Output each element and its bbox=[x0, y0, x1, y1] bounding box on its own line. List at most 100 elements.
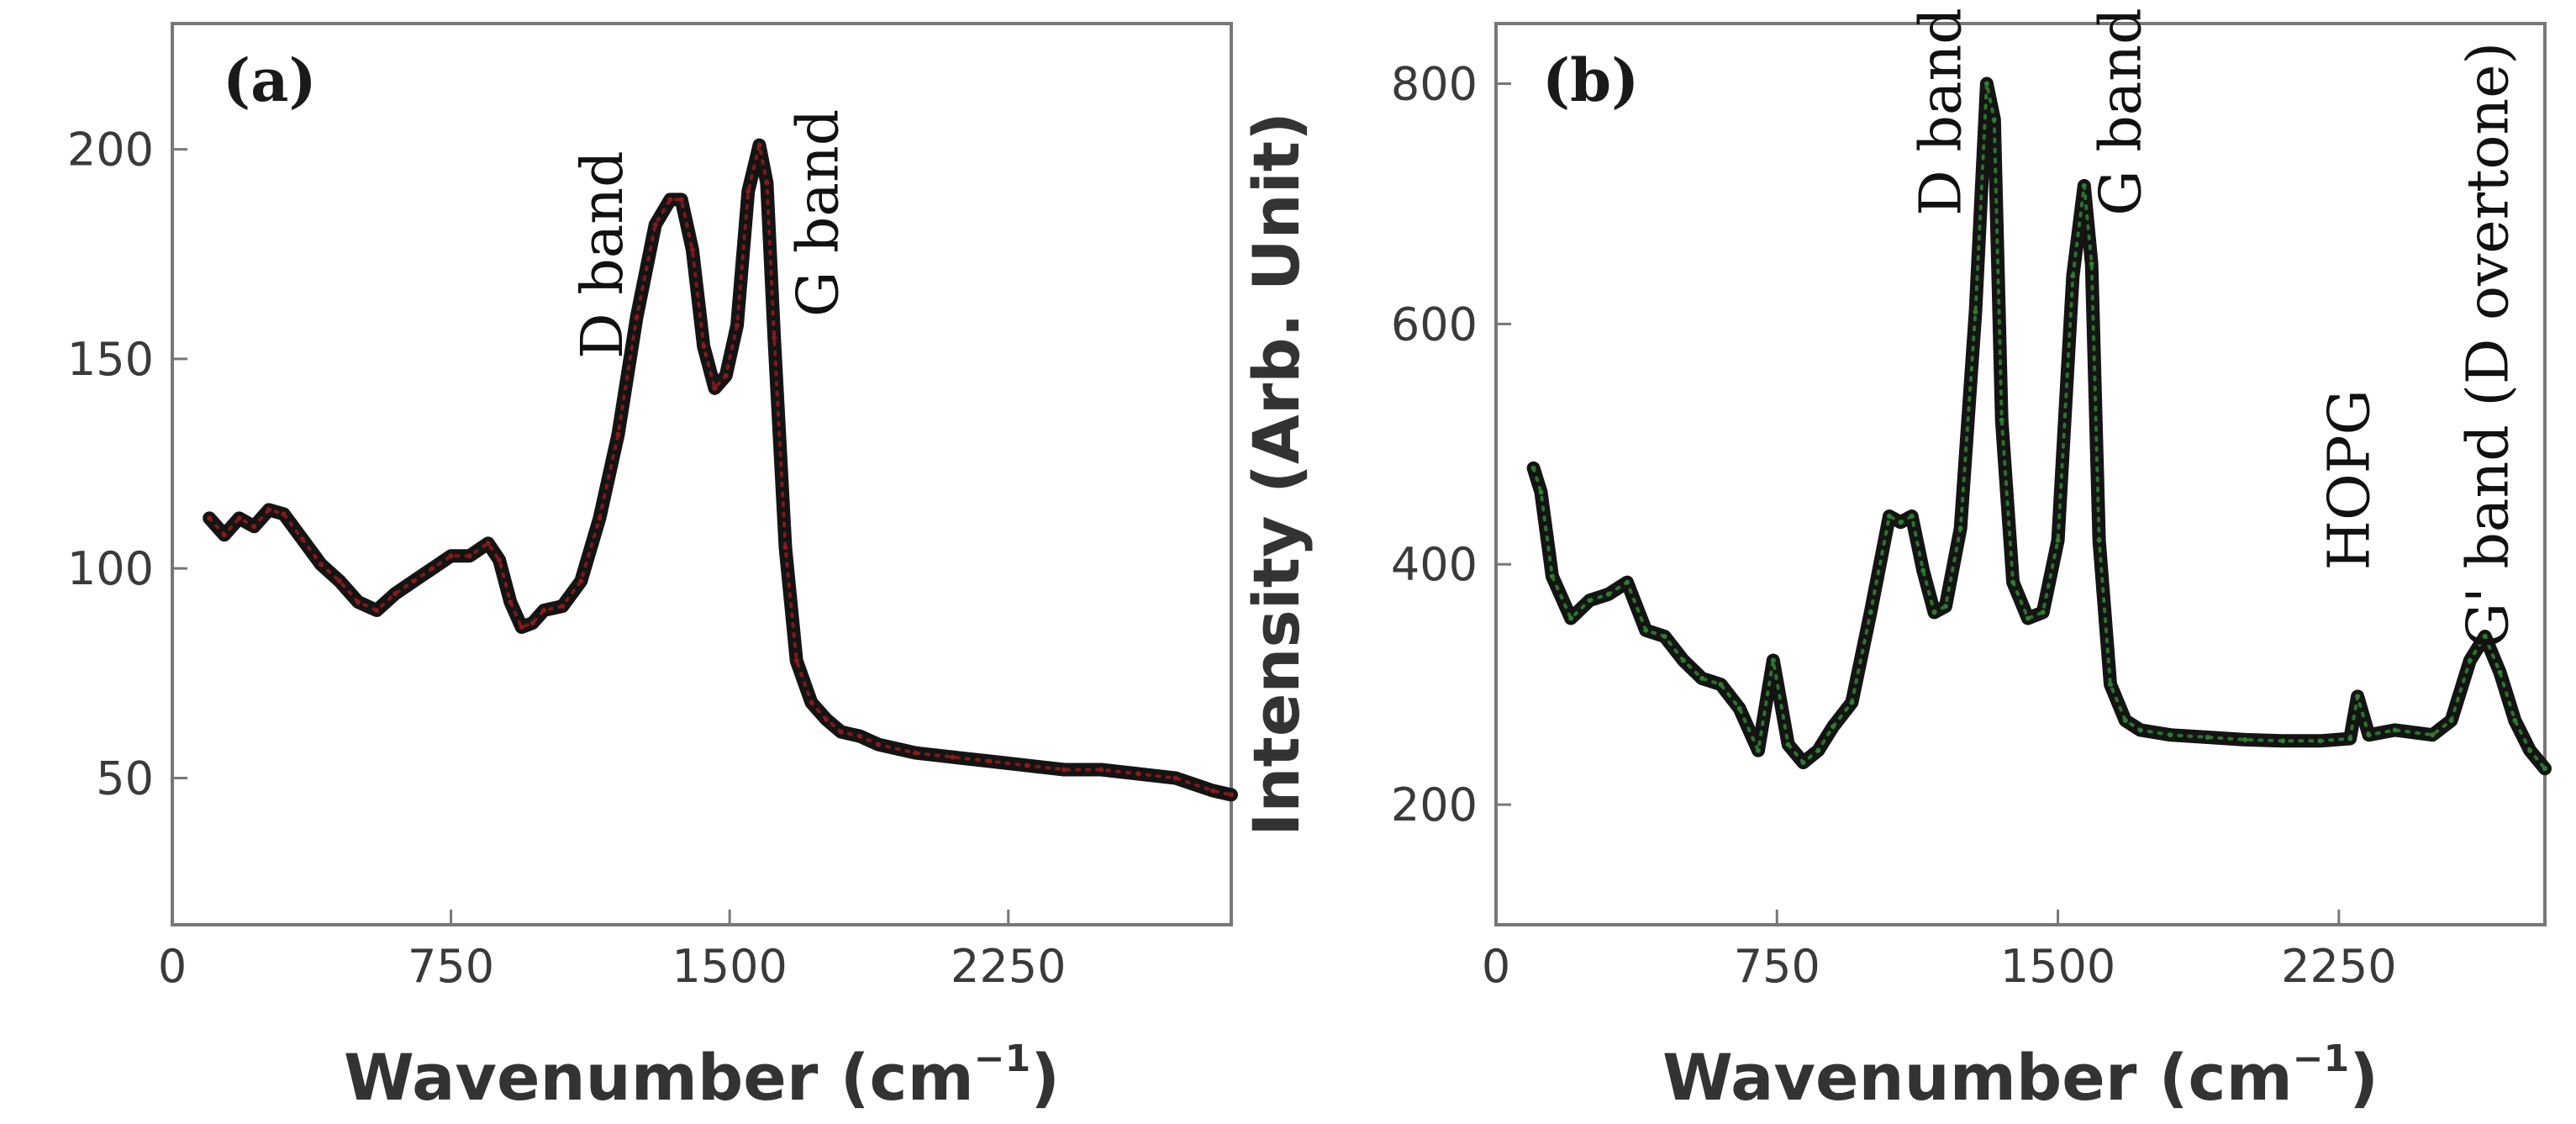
panel-b-data-point bbox=[1625, 579, 1630, 585]
panel-a-data-point bbox=[466, 553, 472, 559]
panel-a-data-point bbox=[667, 197, 673, 203]
panel-b-data-point bbox=[1530, 465, 1536, 471]
panel-a-data-point bbox=[723, 372, 729, 378]
panel-b-data-point bbox=[2527, 747, 2533, 753]
panel-a-series-line bbox=[203, 138, 1238, 802]
panel-a-y-tick-label: 150 bbox=[67, 333, 154, 386]
panel-b-data-point bbox=[2482, 633, 2488, 639]
panel-b-y-tick-label: 400 bbox=[1391, 538, 1478, 591]
panel-a-x-tick-label: 2250 bbox=[951, 940, 1066, 993]
panel-a-data-point bbox=[392, 591, 398, 597]
panel-a-data-point bbox=[207, 515, 213, 521]
panel-b-data-point bbox=[1785, 741, 1791, 747]
panel-b-data-point bbox=[1662, 633, 1667, 639]
panel-b-y-tick-label: 800 bbox=[1391, 57, 1478, 110]
panel-b-annotation: G band bbox=[2089, 8, 2155, 215]
panel-a-data-point bbox=[712, 385, 718, 391]
panel-b-data-point bbox=[1736, 705, 1742, 711]
panel-b-x-tick-label: 750 bbox=[1734, 940, 1820, 993]
panel-b-data-point bbox=[2512, 718, 2518, 724]
panel-a-annotation: G band bbox=[785, 109, 851, 317]
panel-a-x-axis-title: Wavenumber (cm−1) bbox=[344, 1037, 1060, 1115]
panel-a-x-tick-label: 0 bbox=[158, 940, 187, 993]
panel-b-data-point bbox=[1699, 675, 1705, 681]
panel-a-data-point bbox=[793, 657, 799, 663]
panel-b-data-point bbox=[1815, 747, 1821, 753]
panel-a-data-point bbox=[597, 515, 603, 521]
panel-a-data-point bbox=[236, 515, 242, 521]
panel-a-data-point bbox=[987, 758, 993, 764]
panel-b-data-point bbox=[2096, 537, 2102, 543]
panel-b-data-point bbox=[2347, 736, 2353, 741]
panel-b-chart: 0 750 1500 2250 200 400 600 800 Wavenumber (cm−1… bbox=[1239, 8, 2552, 1115]
panel-a-chart: 0 750 1500 2250 50 100 150 200 Wavenumber (cm−1)… bbox=[67, 22, 1238, 1115]
panel-a-data-point bbox=[615, 431, 621, 437]
panel-a-data-point bbox=[678, 197, 684, 203]
panel-a-data-point bbox=[689, 247, 695, 253]
panel-b-data-point bbox=[2205, 735, 2210, 741]
panel-a-data-point bbox=[1135, 771, 1141, 777]
panel-a-data-point bbox=[529, 620, 535, 626]
panel-a-data-point bbox=[251, 524, 257, 530]
panel-b-data-point bbox=[2055, 537, 2061, 543]
panel-a-data-point bbox=[374, 608, 380, 614]
panel-a-y-tick-label: 100 bbox=[67, 542, 154, 595]
panel-a-data-point bbox=[809, 699, 814, 705]
panel-a-x-tick-label: 750 bbox=[408, 940, 494, 993]
panel-a-data-point bbox=[913, 750, 919, 756]
panel-a-data-point bbox=[336, 578, 342, 584]
panel-b-data-point bbox=[1587, 598, 1593, 604]
panel-b-data-point bbox=[2392, 727, 2398, 733]
panel-b-data-point bbox=[2355, 694, 2361, 699]
panel-a-data-point bbox=[448, 553, 454, 559]
panel-a-data-point bbox=[701, 343, 707, 349]
panel-b-data-point bbox=[1770, 657, 1776, 663]
panel-a-data-point bbox=[266, 507, 271, 513]
panel-b-plot-frame bbox=[1494, 22, 2547, 926]
panel-a-data-point bbox=[745, 188, 751, 194]
panel-a-y-tick-label: 200 bbox=[67, 124, 154, 177]
panel-b-label: (b) bbox=[1542, 45, 1639, 115]
panel-b-series-line bbox=[1526, 77, 2552, 776]
panel-b-data-point bbox=[2010, 579, 2016, 585]
panel-b-data-point bbox=[2137, 727, 2143, 733]
panel-b-data-point bbox=[1549, 573, 1555, 579]
panel-b-data-point bbox=[2430, 732, 2436, 738]
panel-a-data-point bbox=[1061, 767, 1067, 773]
panel-a-data-point bbox=[1024, 763, 1030, 768]
panel-b-data-point bbox=[2122, 718, 2128, 724]
panel-b-data-point bbox=[2040, 609, 2046, 615]
panel-a-plot-frame bbox=[171, 22, 1233, 926]
panel-a-data-point bbox=[485, 541, 491, 546]
panel-a-data-point bbox=[429, 566, 435, 572]
panel-a-data-point bbox=[497, 557, 503, 563]
panel-a-data-point bbox=[281, 511, 287, 517]
panel-b-data-point bbox=[2317, 738, 2323, 744]
panel-b-data-point bbox=[2242, 736, 2248, 742]
panel-a-data-point bbox=[735, 322, 740, 328]
panel-a-data-point bbox=[1098, 767, 1104, 773]
panel-a-data-point bbox=[560, 604, 566, 609]
panel-b-data-point bbox=[1568, 615, 1574, 621]
panel-b-data-point bbox=[1643, 627, 1649, 633]
panel-b-data-point bbox=[2497, 669, 2503, 675]
panel-a-y-tick-label: 50 bbox=[96, 752, 154, 805]
panel-a-data-point bbox=[541, 608, 547, 614]
panel-a-data-point bbox=[772, 335, 777, 340]
panel-b-data-point bbox=[1983, 81, 1989, 87]
panel-b-annotation: D band bbox=[1909, 8, 1975, 216]
panel-b-data-point bbox=[1867, 609, 1873, 615]
panel-b-data-point bbox=[1999, 417, 2004, 423]
panel-b-data-point bbox=[1991, 117, 1997, 123]
panel-b-data-point bbox=[1718, 682, 1724, 688]
panel-a-series-markers bbox=[208, 145, 1233, 797]
panel-a-data-point bbox=[411, 578, 417, 584]
panel-b-data-point bbox=[2280, 738, 2285, 744]
panel-b-data-point bbox=[1973, 309, 1978, 315]
panel-b-data-point bbox=[1605, 591, 1611, 597]
panel-b-data-point bbox=[2089, 261, 2094, 266]
panel-a-data-point bbox=[756, 142, 762, 148]
panel-b-data-point bbox=[2366, 732, 2372, 738]
panel-b-x-tick-label: 1500 bbox=[2000, 940, 2115, 993]
